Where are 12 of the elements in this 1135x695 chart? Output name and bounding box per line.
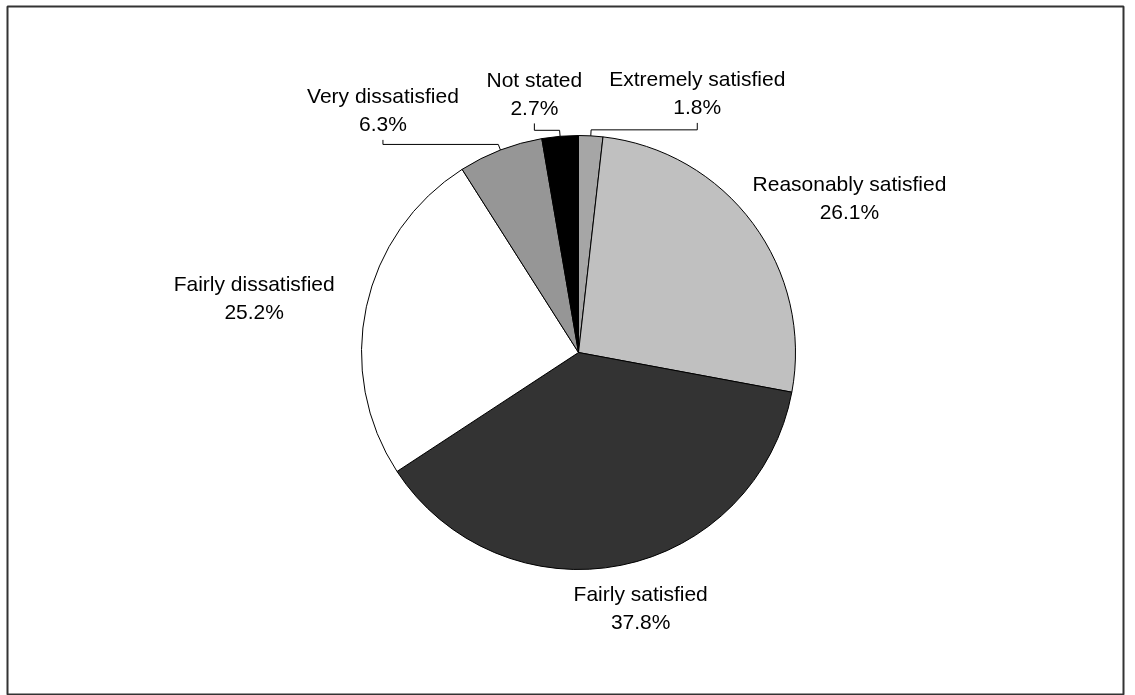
data-label: 26.1% [819,200,880,224]
data-label: 25.2% [224,300,284,324]
data-label: 1.8% [673,95,722,119]
slice-label: Fairly satisfied [573,581,708,605]
slice-label: Extremely satisfied [609,67,786,91]
slice-label: Very dissatisfied [307,84,459,108]
slice-label: Reasonably satisfied [752,172,947,196]
data-label: 6.3% [359,112,407,136]
data-label: 37.8% [610,609,671,633]
slice-label: Not stated [486,67,583,91]
slice-label: Fairly dissatisfied [173,272,335,296]
data-label: 2.7% [510,95,559,119]
